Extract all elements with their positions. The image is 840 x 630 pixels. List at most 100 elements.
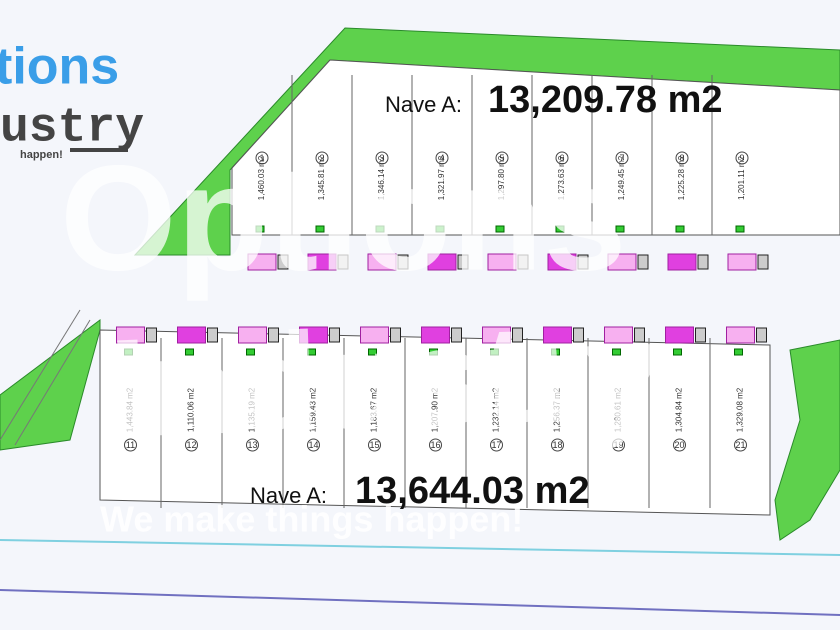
ramp (0, 309, 91, 446)
lot-number-circle (124, 438, 137, 452)
lot-number-circle (495, 151, 509, 165)
lot-number: 20 (674, 440, 684, 450)
dock-marker (734, 348, 743, 356)
lot-area: 1,159.43 m2 (309, 387, 318, 432)
dock (247, 253, 277, 271)
logo-line1: tions (0, 38, 119, 96)
logo-line2: ustry (0, 102, 144, 156)
lot-number-circle (185, 438, 198, 452)
lot-area: 1,249.45 m2 (617, 155, 626, 200)
lot-number: 11 (126, 440, 135, 450)
lot-number-circle (555, 151, 569, 165)
lot-number-circle (375, 151, 389, 165)
lot-number-circle (246, 438, 259, 452)
dock-marker (435, 225, 445, 233)
lot-number: 14 (308, 440, 318, 450)
lot-area: 1,256.37 m2 (553, 387, 562, 432)
lot-number-circle (612, 438, 625, 452)
dock (307, 253, 337, 271)
dock (665, 326, 694, 344)
dock (116, 326, 145, 344)
dock-marker (673, 348, 682, 356)
green-area (0, 319, 101, 451)
logo-tagline: happen! (20, 149, 63, 161)
dock-door (329, 327, 340, 343)
lot-number: 3 (379, 153, 384, 163)
lot-number: 7 (619, 153, 624, 163)
lot-area: 1,207.90 m2 (431, 387, 440, 432)
lot-area: 1,346.14 m2 (377, 155, 386, 200)
dock-marker (368, 348, 377, 356)
lot-number: 5 (499, 153, 504, 163)
dock-door (637, 254, 649, 270)
dock-door (268, 327, 279, 343)
dock-door (451, 327, 462, 343)
dock-door (577, 254, 589, 270)
lot-area: 1,110.06 m2 (187, 388, 196, 432)
dock (238, 326, 267, 344)
lot-area: 1,225.28 m2 (677, 155, 686, 200)
dock-door (457, 254, 469, 270)
dock (487, 253, 517, 271)
dock-door (512, 327, 523, 343)
watermark-line1: Options (60, 134, 627, 302)
dock-door (695, 327, 706, 343)
dock (427, 253, 457, 271)
label-prefix: Nave A: (250, 483, 327, 508)
lot-number: 19 (613, 440, 623, 450)
dock (667, 253, 697, 271)
dock-marker (675, 225, 685, 233)
dock-marker (307, 348, 316, 356)
dock (299, 326, 328, 344)
road-line (0, 539, 840, 556)
dock-marker (555, 225, 565, 233)
dock-door (277, 254, 289, 270)
lot-number-circle (735, 151, 749, 165)
lot-number-circle (734, 438, 747, 452)
lot-area: 1,329.08 m2 (736, 387, 745, 432)
lot-number-circle (429, 438, 442, 452)
dock (727, 253, 757, 271)
lot-area: 1,201.11 m2 (737, 156, 746, 200)
dock-marker (490, 348, 499, 356)
dock-marker (185, 348, 194, 356)
lot-area: 1,460.03 m2 (257, 155, 266, 200)
lot-number-circle (551, 438, 564, 452)
lot-number-circle (435, 151, 449, 165)
lot-number-circle (315, 151, 329, 165)
lot-area: 1,273.63 m2 (557, 155, 566, 200)
dock-door (207, 327, 218, 343)
dock-door (697, 254, 709, 270)
label-area: 13,209.78 m2 (488, 79, 723, 121)
dock (604, 326, 633, 344)
dock-door (573, 327, 584, 343)
lot-area: 1,135.19 m2 (248, 387, 257, 432)
dock-marker (735, 225, 745, 233)
lot-number-circle (368, 438, 381, 452)
dock (482, 326, 511, 344)
dock-marker (612, 348, 621, 356)
dock (607, 253, 637, 271)
lot-number-circle (615, 151, 629, 165)
lot-number-circle (307, 438, 320, 452)
dock (726, 326, 755, 344)
lot-number-circle (490, 438, 503, 452)
lot-number-circle (675, 151, 689, 165)
dock-marker (124, 348, 133, 356)
label-area: 13,644.03 m2 (355, 470, 590, 512)
dock (421, 326, 450, 344)
lot-area: 1,304.84 m2 (675, 387, 684, 432)
dock-marker (255, 225, 265, 233)
top-block (231, 59, 840, 236)
lot-number: 13 (247, 440, 257, 450)
lot-area: 1,345.81 m2 (317, 155, 326, 200)
lot-number: 15 (369, 440, 379, 450)
lot-number: 6 (559, 153, 564, 163)
lot-number: 17 (491, 440, 501, 450)
dock-marker (246, 348, 255, 356)
dock-door (757, 254, 769, 270)
dock (547, 253, 577, 271)
dock-door (146, 327, 157, 343)
